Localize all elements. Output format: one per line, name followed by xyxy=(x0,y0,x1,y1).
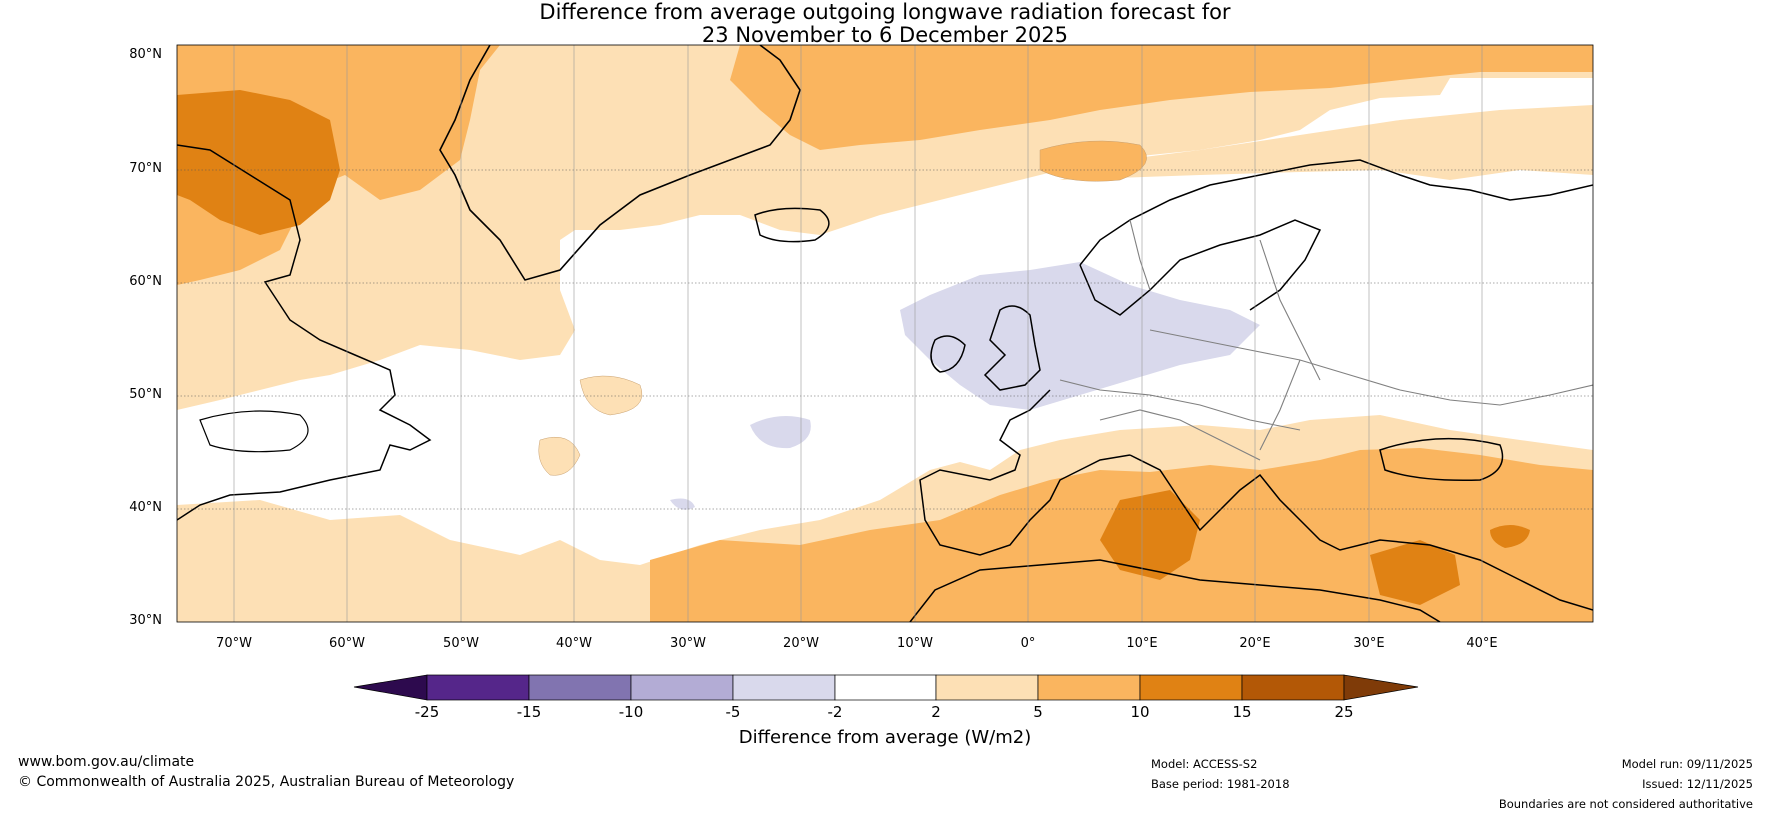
lon-label-10e: 10°E xyxy=(1126,636,1158,651)
lat-label-60n: 60°N xyxy=(129,274,162,289)
colorbar-tick-7: 10 xyxy=(1130,703,1150,721)
model-name: Model: ACCESS-S2 xyxy=(1151,757,1258,771)
lon-label-60w: 60°W xyxy=(329,636,365,651)
map-title-line-2: 23 November to 6 December 2025 xyxy=(701,23,1069,47)
issued-date: Issued: 12/11/2025 xyxy=(1642,777,1753,791)
copyright-text: © Commonwealth of Australia 2025, Austra… xyxy=(18,774,515,790)
lat-label-70n: 70°N xyxy=(129,161,162,176)
lon-label-40e: 40°E xyxy=(1466,636,1498,651)
colorbar-label: Difference from average (W/m2) xyxy=(738,727,1032,748)
lon-label-20w: 20°W xyxy=(783,636,819,651)
lat-label-40n: 40°N xyxy=(129,500,162,515)
lon-label-10w: 10°W xyxy=(897,636,933,651)
colorbar-segment-9 xyxy=(1241,674,1345,701)
lon-label-70w: 70°W xyxy=(216,636,252,651)
colorbar xyxy=(353,674,1419,701)
lon-label-20e: 20°E xyxy=(1239,636,1271,651)
boundaries-disclaimer: Boundaries are not considered authoritat… xyxy=(1498,797,1753,811)
colorbar-tick-2: -10 xyxy=(618,703,644,721)
colorbar-tick-5: 2 xyxy=(931,703,941,721)
coastlines xyxy=(177,45,1593,622)
colorbar-tick-9: 25 xyxy=(1334,703,1354,721)
lat-label-30n: 30°N xyxy=(129,613,162,628)
lon-label-40w: 40°W xyxy=(556,636,592,651)
colorbar-segment-10 xyxy=(1343,674,1419,701)
colorbar-segment-2 xyxy=(528,674,632,701)
colorbar-tick-0: -25 xyxy=(414,703,440,721)
lon-label-0: 0° xyxy=(1020,636,1036,651)
graticule xyxy=(177,45,1593,622)
colorbar-segment-7 xyxy=(1037,674,1141,701)
colorbar-tick-4: -2 xyxy=(827,703,843,721)
anomaly-fill xyxy=(177,45,1593,622)
colorbar-tick-8: 15 xyxy=(1232,703,1252,721)
base-period: Base period: 1981-2018 xyxy=(1151,777,1290,791)
colorbar-segment-3 xyxy=(630,674,734,701)
lat-label-50n: 50°N xyxy=(129,387,162,402)
lon-label-30w: 30°W xyxy=(670,636,706,651)
lon-label-30e: 30°E xyxy=(1353,636,1385,651)
colorbar-tick-6: 5 xyxy=(1033,703,1043,721)
colorbar-segment-5 xyxy=(834,674,937,701)
map-title-line-1: Difference from average outgoing longwav… xyxy=(539,0,1231,24)
colorbar-segment-4 xyxy=(732,674,836,701)
lat-label-80n: 80°N xyxy=(129,47,162,62)
website-link[interactable]: www.bom.gov.au/climate xyxy=(18,754,195,770)
colorbar-segment-1 xyxy=(426,674,530,701)
model-run-date: Model run: 09/11/2025 xyxy=(1621,757,1753,771)
map-frame xyxy=(176,44,1594,623)
lon-label-50w: 50°W xyxy=(443,636,479,651)
colorbar-segment-0 xyxy=(353,674,428,701)
colorbar-segment-6 xyxy=(935,674,1039,701)
colorbar-segment-8 xyxy=(1139,674,1243,701)
colorbar-tick-1: -15 xyxy=(516,703,542,721)
colorbar-tick-3: -5 xyxy=(725,703,741,721)
